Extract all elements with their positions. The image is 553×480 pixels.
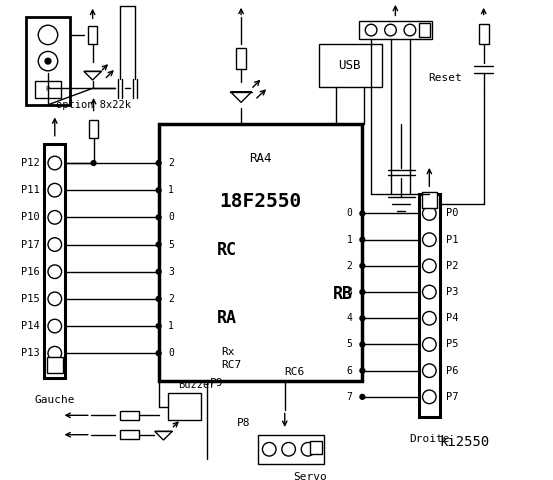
Text: P14: P14 [22, 321, 40, 331]
Bar [419, 24, 430, 37]
Text: RA4: RA4 [249, 152, 272, 165]
Circle shape [156, 297, 161, 301]
Text: ki2550: ki2550 [439, 434, 489, 448]
Bar [120, 411, 139, 420]
Circle shape [156, 188, 161, 192]
Circle shape [360, 237, 365, 242]
Text: P5: P5 [446, 339, 458, 349]
Text: P11: P11 [22, 185, 40, 195]
Text: 18F2550: 18F2550 [220, 192, 301, 211]
Bar [89, 120, 98, 138]
Text: 5: 5 [168, 240, 174, 250]
Text: P3: P3 [446, 287, 458, 297]
Text: P0: P0 [446, 208, 458, 218]
Bar [35, 81, 61, 98]
Text: P7: P7 [446, 392, 458, 402]
Circle shape [156, 215, 161, 220]
Circle shape [156, 324, 161, 328]
Text: 1: 1 [168, 321, 174, 331]
Text: USB: USB [338, 59, 361, 72]
Text: RC6: RC6 [285, 367, 305, 377]
Text: 0: 0 [168, 348, 174, 358]
Bar [25, 17, 70, 105]
Circle shape [360, 316, 365, 321]
Bar [88, 26, 97, 44]
Circle shape [156, 161, 161, 166]
Circle shape [156, 269, 161, 274]
Text: 3: 3 [168, 267, 174, 276]
Bar [44, 144, 65, 378]
Text: P2: P2 [446, 261, 458, 271]
Bar [319, 44, 382, 87]
Bar [479, 24, 488, 44]
Text: P1: P1 [446, 235, 458, 245]
Text: P8: P8 [237, 418, 251, 428]
Text: 5: 5 [347, 339, 353, 349]
Text: Buzzer: Buzzer [178, 380, 216, 390]
Text: P: P [46, 86, 50, 92]
Text: P4: P4 [446, 313, 458, 323]
Text: Reset: Reset [429, 72, 462, 83]
Text: 1: 1 [347, 235, 353, 245]
Text: 1: 1 [168, 185, 174, 195]
Text: 7: 7 [347, 392, 353, 402]
Circle shape [156, 242, 161, 247]
Text: RC7: RC7 [222, 360, 242, 370]
Text: 0: 0 [168, 212, 174, 222]
Text: RC: RC [217, 241, 237, 259]
Text: P16: P16 [22, 267, 40, 276]
Circle shape [360, 342, 365, 347]
Text: RA: RA [217, 309, 237, 327]
Bar [47, 357, 62, 372]
Text: Droite: Droite [409, 433, 450, 444]
Text: 0: 0 [347, 208, 353, 218]
Bar [310, 441, 322, 454]
Text: Servo: Servo [293, 472, 327, 480]
Text: P9: P9 [210, 378, 223, 388]
Bar [159, 124, 362, 381]
Text: P17: P17 [22, 240, 40, 250]
Text: 2: 2 [168, 158, 174, 168]
Circle shape [360, 368, 365, 373]
Text: Gauche: Gauche [34, 395, 75, 405]
Text: RB: RB [333, 285, 353, 303]
Text: P6: P6 [446, 366, 458, 376]
Text: 2: 2 [347, 261, 353, 271]
Bar [419, 194, 440, 417]
Text: P10: P10 [22, 212, 40, 222]
Text: 6: 6 [347, 366, 353, 376]
Circle shape [360, 211, 365, 216]
Bar [120, 431, 139, 439]
Bar [421, 192, 437, 208]
Bar [359, 21, 432, 39]
Text: 2: 2 [168, 294, 174, 304]
Text: 3: 3 [347, 287, 353, 297]
Circle shape [91, 161, 96, 166]
Circle shape [156, 351, 161, 356]
Text: P15: P15 [22, 294, 40, 304]
Circle shape [360, 289, 365, 295]
Text: 4: 4 [347, 313, 353, 323]
Text: Rx: Rx [222, 347, 235, 357]
Circle shape [360, 395, 365, 399]
Text: P12: P12 [22, 158, 40, 168]
Text: option 8x22k: option 8x22k [56, 100, 131, 110]
Circle shape [45, 58, 51, 64]
Text: P13: P13 [22, 348, 40, 358]
Circle shape [360, 264, 365, 268]
Bar [236, 48, 246, 69]
Bar [168, 393, 201, 420]
Bar [258, 435, 324, 464]
